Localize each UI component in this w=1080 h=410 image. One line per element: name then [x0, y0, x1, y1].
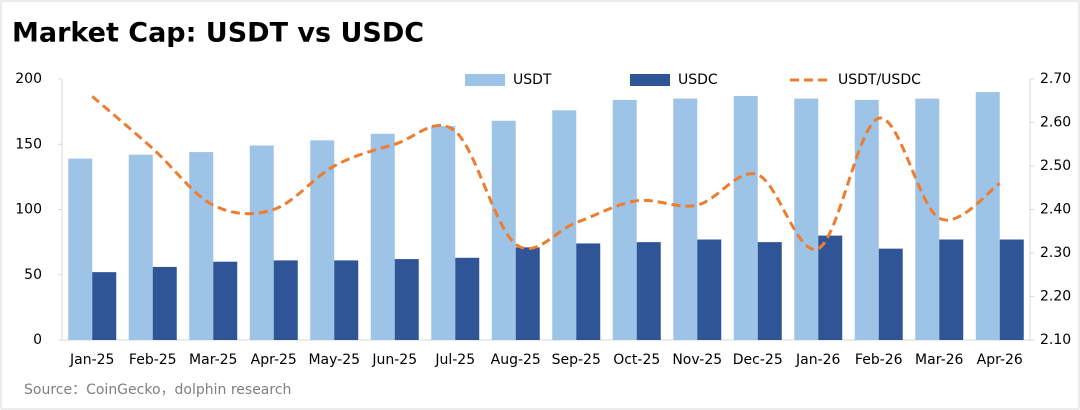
bar	[854, 99, 879, 340]
x-tick-label: Jan-25	[69, 352, 114, 368]
bar	[68, 158, 93, 340]
y2-tick-label: 2.60	[1040, 115, 1071, 131]
bar	[92, 272, 117, 340]
y-tick-label: 150	[15, 136, 42, 152]
y2-tick-label: 2.50	[1040, 158, 1071, 174]
bar	[576, 243, 601, 340]
x-tick-label: Dec-25	[733, 352, 783, 368]
legend-swatch	[465, 74, 505, 86]
bar	[697, 239, 722, 340]
bar	[636, 242, 661, 340]
bar	[455, 257, 480, 340]
x-tick-label: Feb-25	[129, 352, 177, 368]
bar	[612, 99, 637, 340]
legend-label: USDC	[678, 72, 718, 88]
bar	[794, 98, 819, 340]
y2-tick-label: 2.10	[1040, 332, 1071, 348]
source: Source：CoinGecko，dolphin research	[24, 382, 291, 398]
legend-label: USDT	[513, 72, 552, 88]
bar	[273, 260, 298, 340]
x-tick-label: Jul-25	[434, 352, 475, 368]
bar	[334, 260, 359, 340]
x-tick-label: Mar-25	[189, 352, 237, 368]
legend-swatch	[630, 74, 670, 86]
legend-label: USDT/USDC	[838, 72, 921, 88]
bar	[733, 95, 758, 340]
line	[91, 95, 1001, 251]
y2-tick-label: 2.20	[1040, 289, 1071, 305]
bar	[515, 247, 540, 340]
y2-tick-label: 2.30	[1040, 245, 1071, 261]
x-tick-label: Apr-26	[977, 352, 1023, 368]
bar	[757, 242, 782, 340]
y2-tick-label: 2.70	[1040, 71, 1071, 87]
bar	[189, 152, 214, 340]
x-tick-label: Sep-25	[552, 352, 601, 368]
x-tick-label: Aug-25	[491, 352, 541, 368]
bar	[213, 261, 238, 340]
x-tick-label: Feb-26	[855, 352, 903, 368]
bar	[999, 239, 1024, 340]
y-tick-label: 100	[15, 202, 42, 218]
bar	[915, 98, 940, 340]
bar	[878, 248, 903, 340]
x-tick-label: Jan-26	[795, 352, 841, 368]
x-tick-label: Mar-26	[915, 352, 963, 368]
y2-tick-label: 2.40	[1040, 202, 1071, 218]
bar	[673, 98, 698, 340]
bar	[491, 120, 516, 340]
bar	[249, 145, 274, 340]
bar	[818, 235, 843, 340]
bar	[128, 154, 153, 340]
y-tick-label: 0	[33, 332, 42, 348]
bar	[370, 133, 395, 340]
x-tick-label: Oct-25	[613, 352, 660, 368]
bar	[394, 259, 419, 340]
y-tick-label: 50	[24, 267, 42, 283]
bar	[939, 239, 964, 340]
bar	[975, 92, 1000, 340]
y-tick-label: 200	[15, 71, 42, 87]
bar	[431, 125, 456, 340]
x-tick-label: Jun-25	[371, 352, 417, 368]
bar	[310, 140, 335, 340]
x-tick-label: May-25	[308, 352, 360, 368]
bar	[152, 266, 177, 340]
x-tick-label: Apr-25	[251, 352, 297, 368]
chart-title: Market Cap: USDT vs USDC	[12, 18, 424, 49]
x-tick-label: Nov-25	[672, 352, 722, 368]
